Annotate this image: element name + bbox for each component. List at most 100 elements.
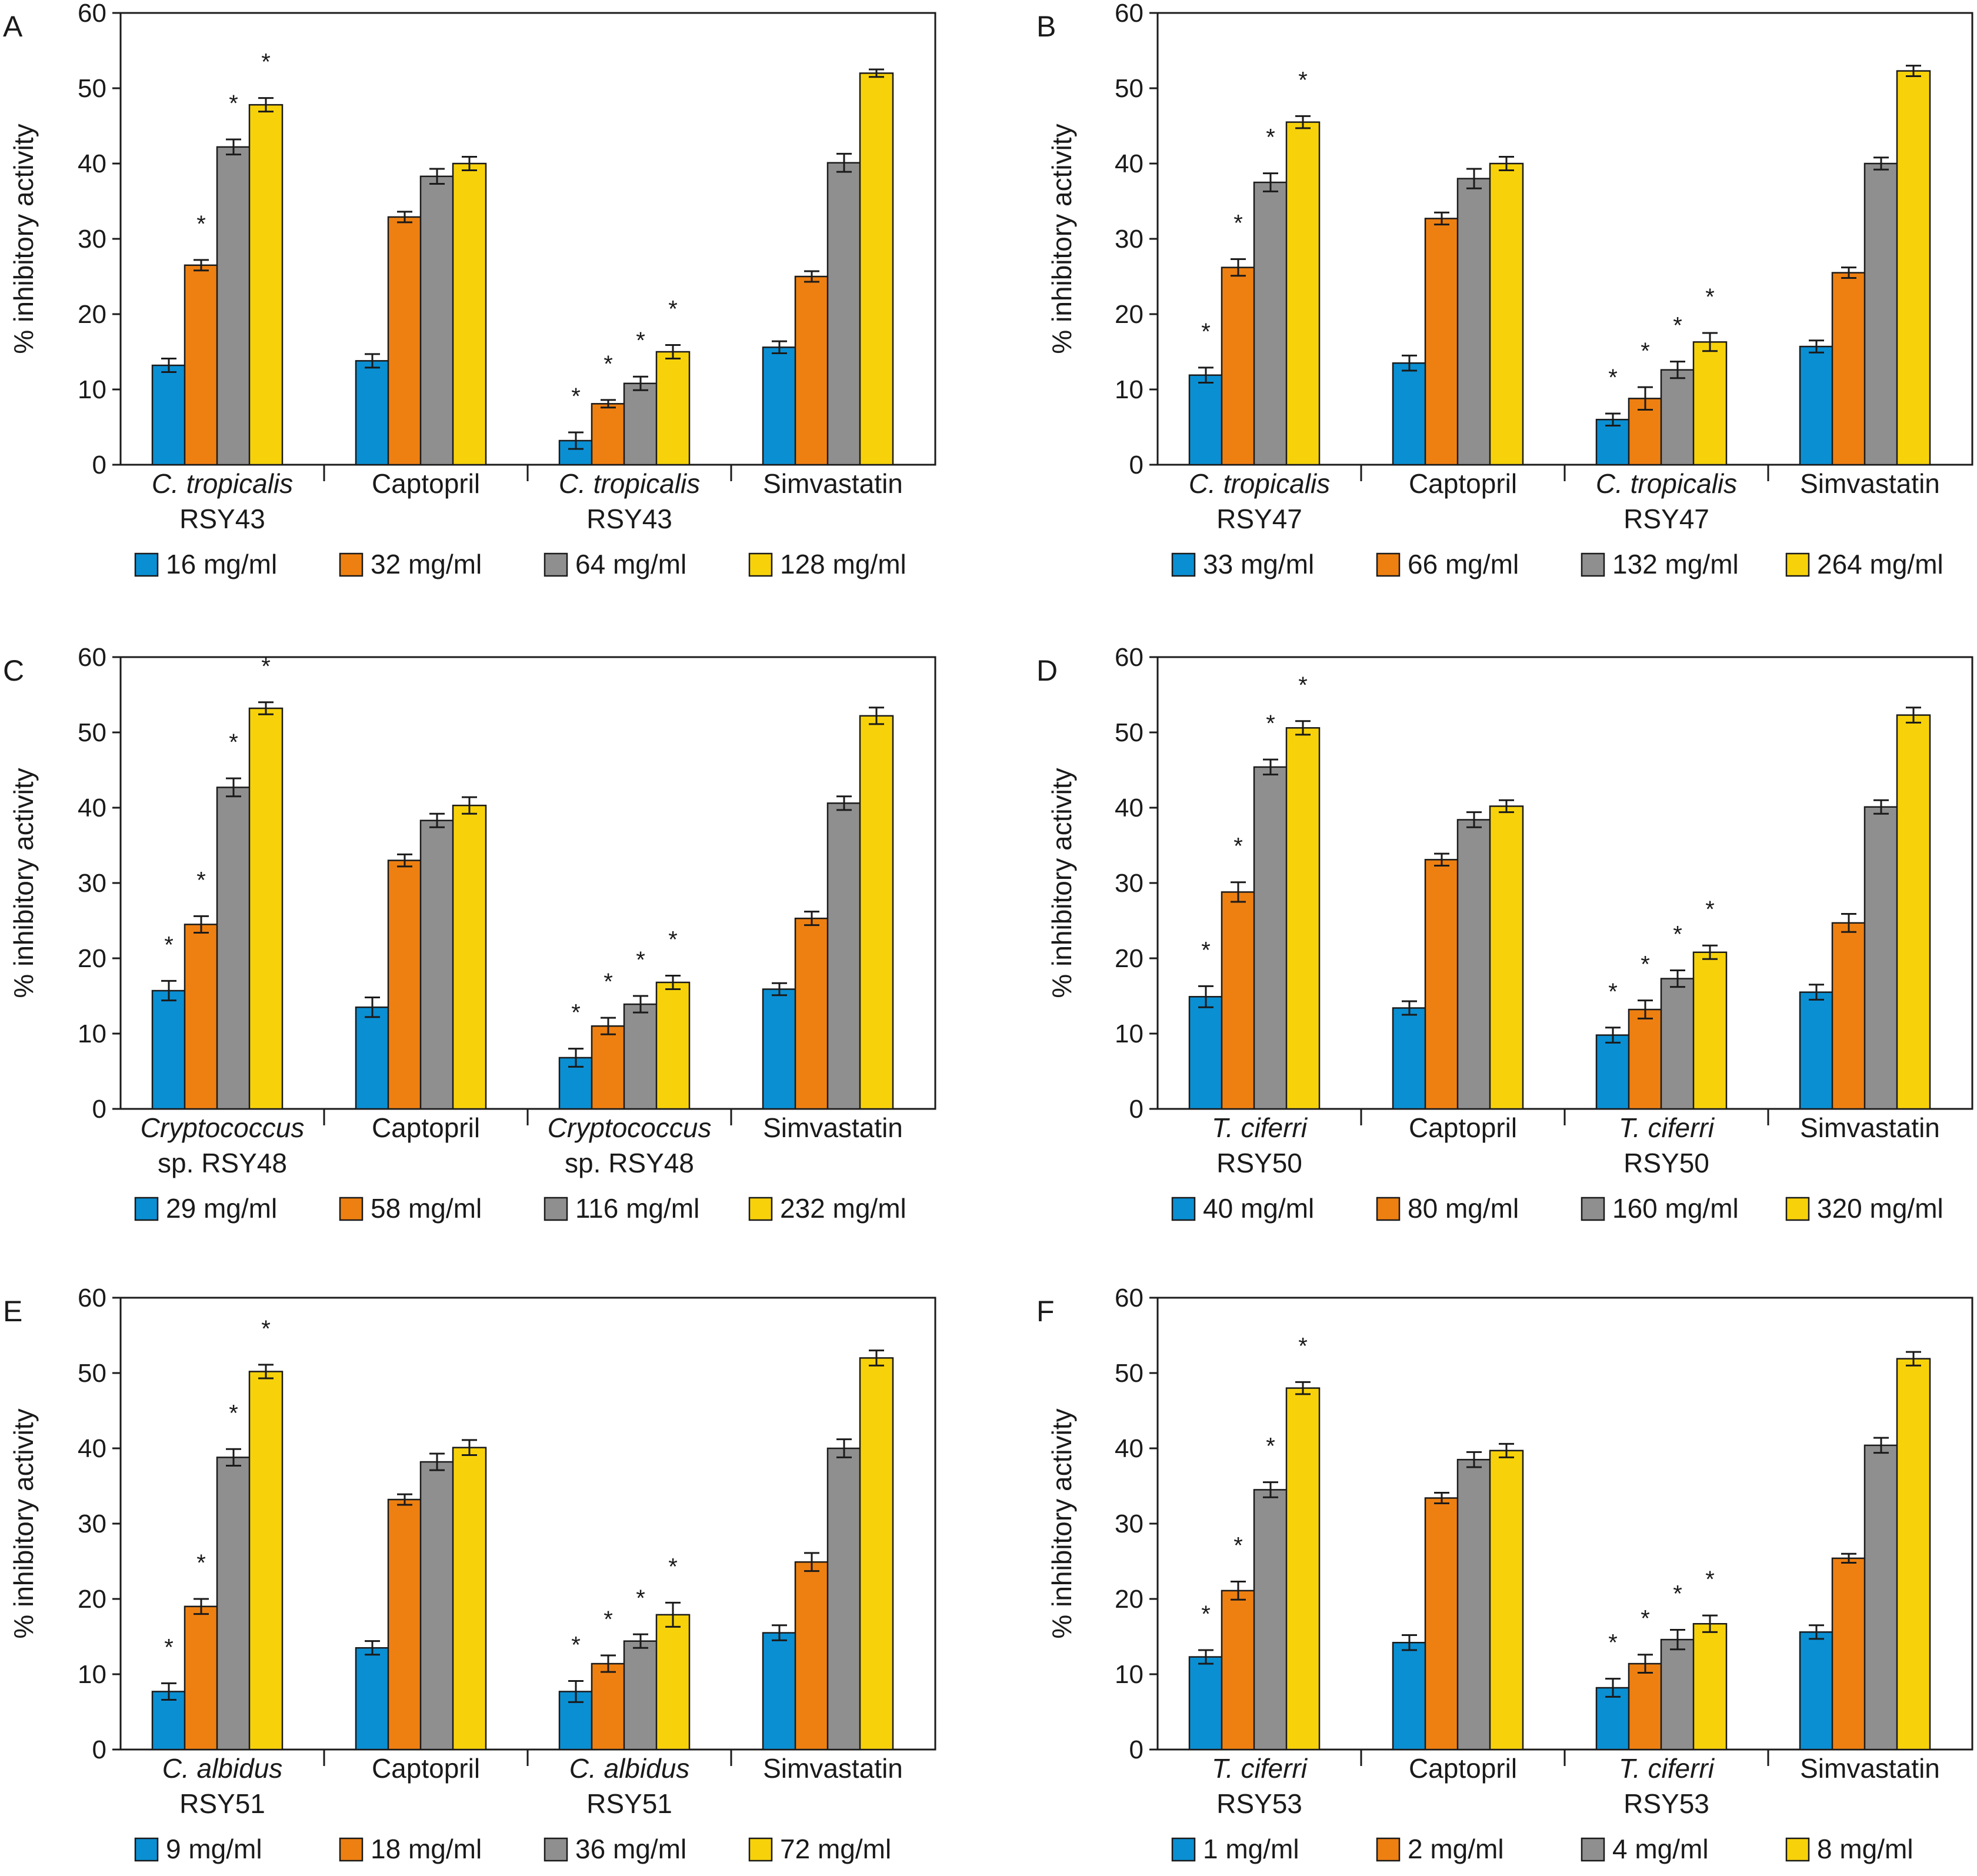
significance-marker: * [571, 1632, 581, 1658]
bar [1188, 996, 1223, 1110]
legend-swatch [1376, 1837, 1401, 1862]
panel-letter: C [3, 654, 24, 687]
x-category-sublabel: RSY53 [1216, 1788, 1302, 1819]
error-bar [1638, 999, 1653, 1019]
x-category-sublabel: RSY43 [179, 504, 265, 534]
legend-swatch [1581, 1197, 1605, 1221]
x-category-label: T. ciferri [1212, 1112, 1308, 1143]
legend-label: 16 mg/ml [166, 549, 277, 579]
bar [1831, 1557, 1866, 1751]
bar [151, 989, 186, 1110]
bar [1863, 1444, 1899, 1751]
bar [591, 1025, 626, 1110]
y-axis-title: % inhibitory activity [1046, 1408, 1077, 1638]
error-bar [1841, 912, 1856, 933]
error-bar [1402, 354, 1417, 372]
error-bar [1198, 985, 1213, 1008]
bar [452, 1447, 487, 1751]
legend-swatch [339, 552, 364, 577]
y-tick-label: 20 [78, 944, 106, 973]
y-tick-label: 10 [1115, 1660, 1143, 1689]
x-category-label: Captopril [1409, 1753, 1517, 1784]
x-category-label: Captopril [372, 1753, 480, 1784]
x-category-sublabel: RSY53 [1623, 1788, 1709, 1819]
error-bar [1906, 65, 1921, 78]
bar [1424, 1497, 1459, 1751]
x-category-sublabel: RSY47 [1623, 504, 1709, 534]
error-bar [429, 168, 445, 185]
significance-marker: * [571, 1000, 581, 1026]
y-tick-label: 50 [1115, 74, 1143, 103]
panel-letter: D [1036, 654, 1058, 687]
y-tick-label: 0 [1129, 1095, 1143, 1124]
bar [859, 715, 894, 1110]
bar [623, 1640, 658, 1751]
legend-label: 40 mg/ml [1203, 1193, 1314, 1224]
significance-marker: * [1201, 319, 1211, 345]
significance-marker: * [1266, 711, 1275, 737]
significance-marker: * [1641, 952, 1650, 978]
legend-label: 4 mg/ml [1612, 1834, 1709, 1864]
significance-marker: * [164, 1634, 174, 1660]
panel-letter: F [1036, 1295, 1055, 1328]
error-bar [1295, 115, 1311, 129]
significance-marker: * [604, 1607, 613, 1632]
y-tick-label: 30 [1115, 225, 1143, 254]
legend-swatch [134, 552, 159, 577]
x-category-sublabel: RSY43 [586, 504, 672, 534]
significance-marker: * [229, 729, 238, 755]
legend-swatch [1171, 1837, 1196, 1862]
y-tick-label: 10 [1115, 1019, 1143, 1048]
error-bar [226, 138, 241, 156]
bar [216, 787, 251, 1110]
bar [387, 1498, 422, 1751]
significance-marker: * [1705, 897, 1715, 922]
significance-marker: * [604, 969, 613, 995]
error-bar [1841, 266, 1856, 279]
error-bar [1873, 156, 1889, 171]
error-bar [397, 1493, 412, 1506]
bar [591, 1662, 626, 1751]
significance-marker: * [1201, 1601, 1211, 1627]
error-bar [365, 997, 380, 1018]
significance-marker: * [1641, 1606, 1650, 1632]
bar [248, 707, 284, 1110]
legend-label: 29 mg/ml [166, 1193, 277, 1224]
bar [452, 804, 487, 1110]
y-tick-label: 20 [1115, 300, 1143, 329]
bar [1660, 1638, 1695, 1751]
legend-swatch [1785, 1197, 1810, 1221]
legend-label: 36 mg/ml [575, 1834, 686, 1864]
panel-letter: E [3, 1295, 22, 1328]
error-bar [258, 1364, 274, 1379]
error-bar [1402, 1634, 1417, 1651]
legend-label: 160 mg/ml [1612, 1193, 1739, 1224]
bar [1253, 1489, 1288, 1751]
y-axis-title: % inhibitory activity [1046, 124, 1077, 354]
error-bar [1809, 984, 1824, 1001]
bar [1595, 418, 1631, 466]
error-bar [258, 701, 274, 715]
bar [762, 1632, 797, 1751]
significance-marker: * [636, 1585, 645, 1611]
significance-marker: * [604, 351, 613, 377]
significance-marker: * [1608, 979, 1618, 1005]
y-tick-label: 30 [1115, 869, 1143, 898]
panel-letter: A [3, 10, 23, 43]
legend-label: 80 mg/ml [1408, 1193, 1519, 1224]
x-category-label: Simvastatin [763, 1753, 903, 1784]
error-bar [633, 375, 648, 391]
significance-marker: * [1298, 67, 1308, 93]
bar [1863, 806, 1899, 1110]
y-axis-title: % inhibitory activity [8, 1408, 39, 1638]
error-bar [1841, 1552, 1856, 1564]
bar [591, 403, 626, 466]
error-bar [601, 1017, 616, 1035]
error-bar [429, 812, 445, 828]
bar [1595, 1034, 1631, 1110]
y-tick-label: 60 [78, 643, 106, 672]
significance-marker: * [1673, 1581, 1682, 1607]
legend-label: 2 mg/ml [1408, 1834, 1504, 1864]
